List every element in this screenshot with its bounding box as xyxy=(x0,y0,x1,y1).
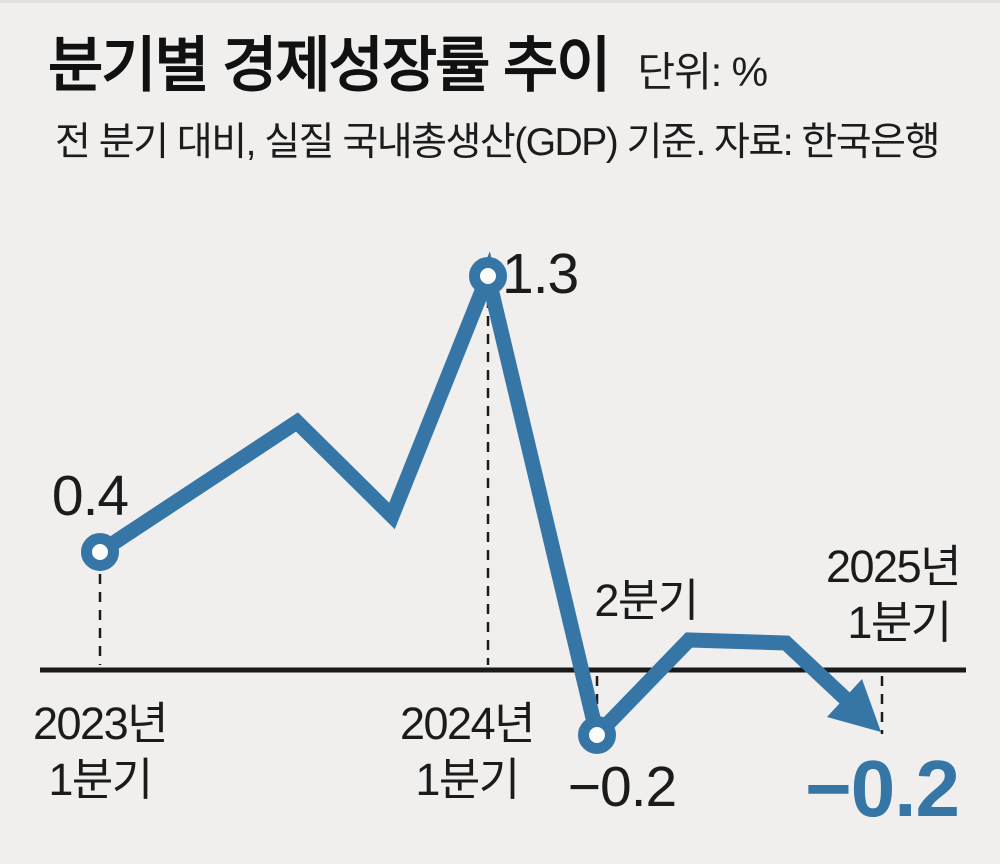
value-label-2024q2: −0.2 xyxy=(568,755,677,819)
value-label-2025q1: −0.2 xyxy=(805,744,959,833)
chart-title: 분기별 경제성장률 추이 xyxy=(48,32,611,99)
axis-label-2024-quarter: 1분기 xyxy=(415,754,518,805)
axis-label-2024q2: 2분기 xyxy=(594,575,697,626)
trend-arrow-icon xyxy=(827,679,881,732)
chart-subtitle: 전 분기 대비, 실질 국내총생산(GDP) 기준. 자료: 한국은행 xyxy=(55,121,940,164)
axis-label-2025-quarter: 1분기 xyxy=(847,597,950,648)
marker-2024q2 xyxy=(578,716,616,754)
chart-header: 분기별 경제성장률 추이 단위: % 전 분기 대비, 실질 국내총생산(GDP… xyxy=(48,33,970,166)
value-label-2024q1: 1.3 xyxy=(502,242,578,306)
value-label-2023q1: 0.4 xyxy=(52,464,129,528)
axis-label-2025-year: 2025년 xyxy=(826,541,960,592)
gdp-growth-line-chart: 0.41.3−0.2 −0.22분기2023년1분기2024년1분기2025년1분… xyxy=(33,242,966,833)
title-row: 분기별 경제성장률 추이 단위: % xyxy=(48,33,970,99)
marker-2024q1 xyxy=(469,257,507,295)
axis-label-2023-year: 2023년 xyxy=(33,698,167,749)
unit-label: 단위: % xyxy=(637,49,768,95)
axis-label-2024-year: 2024년 xyxy=(400,698,534,749)
growth-trend-line xyxy=(95,251,856,751)
axis-label-2023-quarter: 1분기 xyxy=(48,754,151,805)
marker-2023q1 xyxy=(81,533,119,571)
